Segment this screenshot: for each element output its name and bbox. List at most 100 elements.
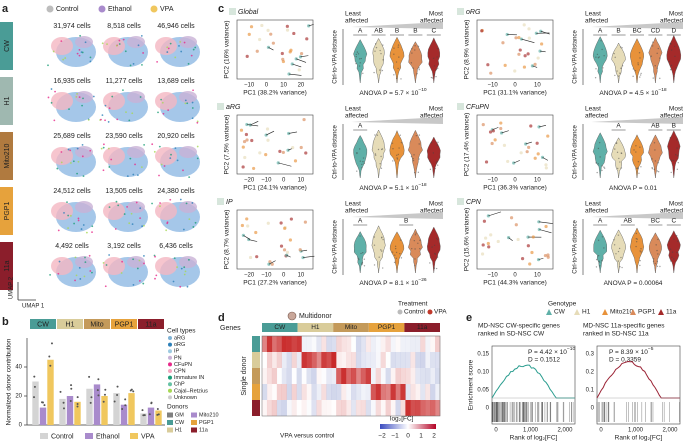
scatter-point — [544, 224, 548, 229]
violin — [648, 134, 663, 179]
point — [419, 239, 421, 242]
umap-dot — [89, 56, 92, 59]
scatter-point — [299, 51, 304, 56]
shift-arrow — [268, 47, 274, 51]
point — [132, 390, 135, 393]
point — [393, 261, 396, 264]
label: aRG — [174, 335, 185, 341]
violin — [611, 42, 626, 84]
point — [618, 157, 620, 160]
point — [656, 260, 659, 263]
scatter-point — [245, 138, 249, 142]
umap-dot — [72, 160, 75, 163]
scatter-point — [517, 52, 521, 56]
scatter-point — [249, 25, 254, 29]
point — [673, 238, 675, 240]
heat-cell — [351, 400, 357, 416]
point — [397, 46, 399, 48]
point — [613, 239, 615, 241]
label: affected — [585, 113, 608, 120]
label: A — [598, 218, 603, 225]
umap-blob — [127, 201, 145, 213]
point — [430, 141, 433, 144]
sup-text: ANOVA P = 8.1 × 10−26 — [359, 277, 427, 286]
icon — [457, 103, 464, 110]
heat-cell — [360, 384, 367, 400]
heat-cell — [415, 400, 421, 416]
umap-dot — [108, 254, 111, 256]
umap-dot — [194, 221, 197, 224]
point — [659, 265, 661, 268]
point — [639, 74, 642, 76]
label: Cajal–Retzius — [174, 388, 208, 394]
point — [373, 264, 376, 266]
heat-cell — [281, 384, 287, 400]
point — [76, 402, 79, 405]
label: GM — [175, 412, 184, 418]
label: e — [466, 312, 472, 324]
heat-cell — [410, 400, 416, 416]
heat-cell — [360, 352, 367, 368]
heat-cell — [400, 352, 406, 368]
point — [381, 236, 383, 238]
violin — [408, 228, 423, 274]
umap-dot — [81, 104, 83, 107]
label: 40 — [15, 365, 22, 371]
heat-cell — [405, 400, 411, 416]
umap-dot — [82, 175, 85, 178]
label: ranked in SD-NSC 11a — [583, 331, 649, 338]
donor-tab — [262, 323, 298, 332]
label: Rank of log₂[FC] — [615, 435, 663, 442]
point — [97, 378, 100, 381]
point — [437, 67, 439, 70]
scatter-point — [531, 235, 535, 239]
point — [97, 394, 100, 397]
scatter-point — [305, 37, 309, 41]
scatter-point — [252, 166, 256, 171]
umap-dot — [180, 267, 183, 270]
heat-cell — [341, 400, 347, 416]
point — [654, 262, 656, 265]
heat-cell — [346, 368, 352, 384]
point — [601, 48, 603, 51]
umap-dot — [68, 108, 70, 111]
point — [653, 142, 656, 144]
label: CPN — [174, 368, 186, 374]
legend-swatch — [167, 420, 173, 425]
shift-arrow — [532, 65, 538, 68]
violin — [629, 227, 645, 274]
label: 0 — [406, 433, 410, 440]
point — [381, 69, 384, 72]
text-part: ANOVA P = 0.00064 — [604, 280, 663, 287]
heat-cell — [286, 400, 292, 416]
umap-dot — [63, 211, 65, 214]
heat-cell — [272, 384, 277, 400]
label: Cell types — [167, 328, 196, 335]
scatter-point — [240, 223, 244, 228]
umap-dot — [167, 47, 170, 50]
heat-cell — [281, 400, 287, 416]
label: affected — [345, 18, 368, 25]
scatter-point — [298, 55, 303, 59]
umap-blob — [155, 37, 177, 55]
heat-cell — [435, 368, 441, 384]
point — [433, 73, 435, 76]
heat-cell — [430, 384, 436, 400]
scatter-point — [527, 27, 531, 31]
violin — [648, 37, 663, 84]
heat-cell — [321, 336, 327, 352]
point — [395, 251, 398, 254]
label: −10 — [261, 273, 272, 279]
label: Immature IN — [174, 375, 204, 381]
umap-dot — [76, 172, 78, 175]
heat-cell — [400, 400, 406, 416]
heat-cell — [296, 352, 302, 368]
umap-dot — [179, 285, 182, 288]
scatter-point — [480, 252, 485, 256]
point — [374, 134, 376, 136]
label: 20 — [298, 83, 305, 89]
label: UMAP 1 — [22, 304, 45, 310]
umap-dot — [120, 272, 123, 274]
point — [650, 55, 653, 57]
